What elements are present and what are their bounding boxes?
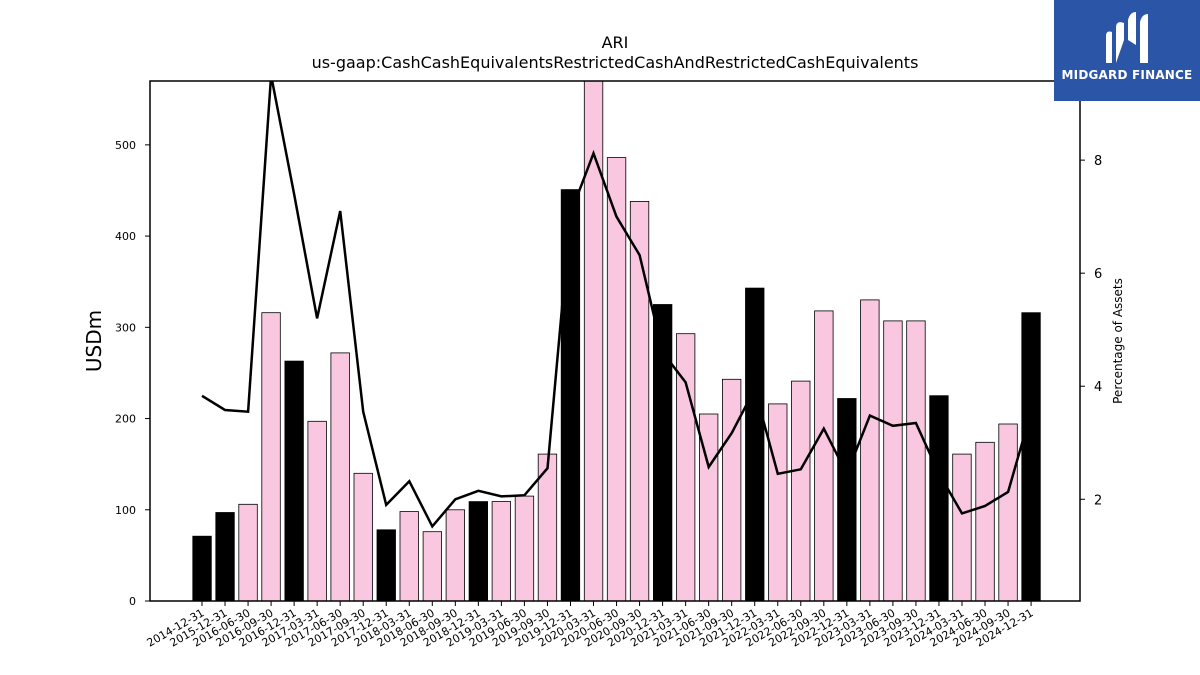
bar	[629, 200, 650, 602]
y-tick-label: 200	[115, 413, 136, 426]
right-axis: 2 4 6 8	[1080, 154, 1102, 508]
bar	[768, 403, 788, 602]
bar	[606, 157, 627, 602]
y2-tick-label: 8	[1094, 154, 1102, 169]
bar	[952, 453, 972, 602]
x-axis: 2014-12-312015-12-312016-06-302016-09-30…	[145, 601, 1036, 650]
bar	[192, 535, 212, 602]
brand-logo: MIDGARD FINANCE	[1054, 0, 1200, 101]
bar-series	[192, 80, 1041, 602]
y-tick-label: 0	[129, 595, 136, 608]
y-tick-label: 100	[115, 504, 136, 517]
bar	[399, 511, 419, 602]
bar	[284, 360, 304, 602]
bar	[929, 395, 949, 602]
midgard-m-logo-icon	[1106, 12, 1148, 64]
series-line	[201, 81, 1033, 529]
bar	[837, 398, 857, 602]
bar	[906, 320, 926, 602]
chart-title: ARI	[602, 33, 629, 52]
y-tick-label: 500	[115, 139, 136, 152]
y2-tick-label: 2	[1094, 493, 1102, 508]
bar	[883, 320, 903, 602]
bar	[307, 420, 327, 602]
bar	[791, 380, 811, 602]
y-tick-label: 400	[115, 230, 136, 243]
bar	[330, 352, 350, 602]
left-axis: 0 100 200 300 400 500	[115, 139, 150, 608]
bar	[1021, 312, 1041, 602]
bar	[722, 378, 742, 602]
bar	[238, 503, 258, 602]
bar	[560, 189, 581, 602]
bar	[998, 423, 1018, 602]
line-series	[201, 81, 1033, 529]
y2-axis-label: Percentage of Assets	[1111, 278, 1125, 404]
y-axis-label: USDm	[82, 310, 106, 372]
bar	[468, 501, 489, 602]
bar	[353, 472, 373, 602]
bar	[745, 287, 765, 602]
bar	[422, 531, 443, 602]
bar	[860, 299, 880, 602]
bar	[261, 312, 281, 602]
bar	[215, 512, 235, 602]
brand-name: MIDGARD FINANCE	[1061, 68, 1193, 82]
plot-frame	[149, 80, 1081, 602]
bar	[514, 495, 535, 602]
bar	[491, 501, 512, 602]
bar	[975, 441, 995, 602]
y2-tick-label: 4	[1094, 380, 1102, 395]
bar	[445, 509, 466, 602]
bar	[376, 529, 396, 602]
chart-subtitle: us-gaap:CashCashEquivalentsRestrictedCas…	[312, 53, 919, 72]
bar	[583, 80, 604, 602]
bar	[814, 310, 834, 602]
y-tick-label: 300	[115, 321, 136, 334]
y2-tick-label: 6	[1094, 267, 1102, 282]
